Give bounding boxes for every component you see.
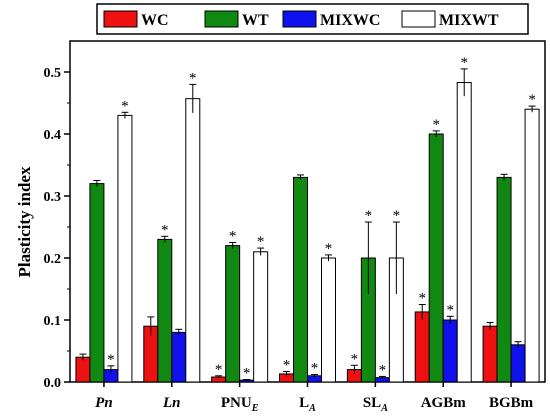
significance-star: * — [365, 208, 373, 224]
x-tick-label-main: BGBm — [489, 395, 534, 411]
plot-area: * * * * * * * * * * * * * * * * * * * * — [69, 40, 546, 383]
x-tick-label: AGBm — [421, 395, 467, 411]
legend-swatch-wt — [204, 10, 239, 28]
significance-star: * — [257, 234, 265, 250]
significance-star: * — [432, 117, 440, 133]
x-tick-label-subscript: A — [308, 403, 316, 414]
x-tick-label-main: SL — [363, 395, 381, 411]
bar-mixwt-6 — [524, 108, 540, 383]
x-tick-label-main: AGBm — [421, 395, 467, 411]
bar-wt-6 — [496, 176, 512, 383]
x-tick-label: SLA — [363, 395, 388, 414]
x-tick-label-subscript: E — [251, 403, 259, 414]
significance-star: * — [243, 366, 251, 382]
bar-mixwt-3 — [321, 257, 336, 383]
significance-star: * — [215, 362, 223, 378]
bar-wt-2 — [225, 245, 241, 383]
significance-star: * — [379, 362, 387, 378]
bar-mixwt-2 — [253, 251, 269, 383]
y-tick-label: 0.5 — [44, 66, 62, 81]
y-axis-title: Plasticity index — [15, 166, 34, 277]
bar-wt-3 — [293, 176, 308, 383]
y-tick-label: 0.1 — [44, 314, 62, 329]
bar-wt-1 — [157, 238, 173, 383]
x-tick-label-main: PNU — [221, 395, 252, 411]
bar-mixwc-6 — [510, 344, 526, 383]
significance-star: * — [393, 208, 401, 224]
bar-mixwt-5 — [456, 82, 472, 383]
significance-star: * — [229, 229, 237, 245]
significance-star: * — [121, 98, 129, 114]
significance-star: * — [107, 352, 115, 368]
bar-wc-6 — [482, 325, 498, 383]
significance-star: * — [311, 361, 319, 377]
legend-label-wc: WC — [141, 12, 169, 29]
legend-swatch-mixwt — [401, 10, 436, 28]
legend-label-mixwt: MIXWT — [439, 12, 499, 29]
bar-mixwc-1 — [171, 331, 187, 383]
y-tick-label: 0.2 — [44, 252, 62, 267]
significance-star: * — [351, 351, 359, 367]
x-tick-label: BGBm — [489, 395, 534, 411]
x-tick-label: LA — [299, 395, 316, 414]
significance-star: * — [528, 92, 536, 108]
x-axis: Pn Ln PNUE LA SLA AGBm BGBm — [95, 382, 534, 414]
bar-mixwt-1 — [185, 98, 201, 383]
x-tick-label: PNUE — [221, 395, 259, 414]
y-tick-label: 0.3 — [44, 190, 62, 205]
x-tick-label: Ln — [162, 395, 181, 411]
y-tick-label: 0.0 — [44, 376, 62, 391]
significance-star: * — [446, 302, 454, 318]
significance-star: * — [325, 241, 333, 257]
legend-swatch-mixwc — [282, 10, 317, 28]
x-tick-label-main: Pn — [95, 395, 113, 411]
x-tick-label: Pn — [95, 395, 113, 411]
significance-star: * — [161, 222, 169, 238]
bar-mixwt-0 — [117, 114, 133, 383]
legend-label-mixwc: MIXWC — [320, 12, 380, 29]
significance-star: * — [189, 70, 197, 86]
bar-wc-5 — [414, 311, 430, 383]
bar-wt-5 — [428, 133, 444, 383]
significance-star: * — [460, 55, 468, 71]
significance-star: * — [418, 291, 426, 307]
x-tick-label-main: L — [299, 395, 309, 411]
legend-label-wt: WT — [242, 12, 269, 29]
significance-star: * — [283, 357, 291, 373]
bar-wc-0 — [75, 356, 91, 383]
y-tick-label: 0.4 — [44, 128, 62, 143]
bar-wt-0 — [89, 183, 105, 383]
x-tick-label-main: Ln — [162, 395, 181, 411]
legend: WC WT MIXWC MIXWT — [96, 3, 529, 35]
y-axis: 0.0 0.1 0.2 0.3 0.4 0.5 — [44, 66, 70, 391]
legend-swatch-wc — [103, 10, 138, 28]
bar-mixwc-5 — [442, 319, 458, 383]
x-tick-label-subscript: A — [380, 403, 388, 414]
